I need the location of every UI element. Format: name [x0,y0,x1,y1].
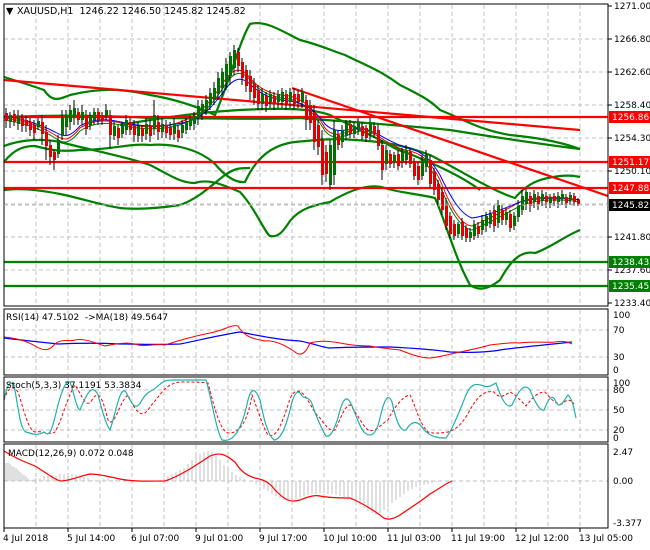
rsi-title: RSI(14) 47.5102 ->MA(18) 49.5647 [6,313,168,323]
lower-trendline [291,86,609,198]
time-label: 11 Jul 19:00 [451,534,505,544]
svg-text:20: 20 [613,426,625,436]
time-label: 13 Jul 05:00 [579,534,633,544]
rsi-ma-line [3,331,573,353]
time-axis[interactable]: 4 Jul 2018 5 Jul 14:00 6 Jul 07:00 9 Jul… [3,528,633,544]
price-grid [4,5,608,305]
time-label: 9 Jul 17:00 [259,534,308,544]
rsi-line [3,325,573,359]
time-label: 5 Jul 14:00 [67,534,116,544]
price-tag-support-1: 1238.43 [609,256,650,268]
macd-panel-border [3,443,609,529]
price-tick: 1262.60 [614,68,650,78]
svg-text:100: 100 [613,311,630,321]
price-tick: 1254.30 [614,134,650,144]
svg-text:100: 100 [613,379,630,389]
time-label: 4 Jul 2018 [3,534,48,544]
time-label: 6 Jul 07:00 [131,534,180,544]
trendlines [3,78,609,198]
time-label: 11 Jul 03:00 [387,534,441,544]
svg-text:1251.17: 1251.17 [612,158,649,168]
chart-title: XAUUSD,H1 1246.22 1246.50 1245.82 1245.8… [17,6,246,17]
svg-text:0: 0 [613,366,619,376]
svg-text:1238.43: 1238.43 [612,258,649,268]
support-levels [4,260,608,288]
bollinger-bands-outer [3,22,581,290]
macd-title: MACD(12,26,9) 0.072 0.048 [8,449,134,459]
stochastic-panel[interactable]: Stoch(5,3,3) 37.1191 53.3834 [3,376,609,443]
rsi-axis: 100 70 30 0 [613,311,630,376]
svg-text:0.00: 0.00 [613,477,633,487]
price-tag-resistance-2: 1251.17 [609,156,650,168]
price-tick: 1233.40 [614,299,650,309]
price-tick: 1241.80 [614,233,650,243]
price-axis[interactable]: 1271.00 1266.80 1262.60 1258.40 1254.30 … [608,2,650,309]
macd-signal-line [3,450,453,520]
svg-text:-3.377: -3.377 [613,519,642,529]
price-panel-border [3,3,609,307]
stoch-main-line [3,379,577,442]
price-tick: 1237.60 [614,266,650,276]
price-tag-resistance-1: 1256.86 [609,111,650,123]
svg-text:2.47: 2.47 [613,448,633,458]
macd-axis: 2.47 0.00 -3.377 [613,448,642,529]
rsi-panel-border [3,308,609,376]
svg-text:1247.88: 1247.88 [612,184,649,194]
price-tag-support-2: 1235.45 [609,280,650,292]
time-label: 10 Jul 10:00 [323,534,377,544]
stoch-grid [4,378,608,441]
time-label: 9 Jul 01:00 [195,534,244,544]
symbol-dropdown-icon[interactable]: ▼ [6,6,14,17]
price-tick: 1250.10 [614,167,650,177]
time-label: 12 Jul 12:00 [515,534,569,544]
svg-text:1245.82: 1245.82 [612,201,649,211]
svg-text:50: 50 [613,406,625,416]
svg-text:70: 70 [613,326,625,336]
price-tick: 1271.00 [614,2,650,12]
stoch-signal-line [3,381,575,437]
price-tick: 1258.40 [614,101,650,111]
price-panel[interactable]: ▼ XAUUSD,H1 1246.22 1246.50 1245.82 1245… [3,3,609,307]
candlesticks[interactable] [5,45,580,242]
upper-trendline [3,78,581,132]
stoch-title: Stoch(5,3,3) 37.1191 53.3834 [6,381,142,391]
svg-text:0: 0 [613,434,619,444]
rsi-panel[interactable]: RSI(14) 47.5102 ->MA(18) 49.5647 [3,308,609,376]
price-tick: 1266.80 [614,35,650,45]
svg-text:30: 30 [613,353,625,363]
stoch-axis: 100 80 50 20 0 [613,379,630,444]
price-tag-resistance-3: 1247.88 [609,182,650,194]
svg-text:1235.45: 1235.45 [612,282,649,292]
macd-panel[interactable]: MACD(12,26,9) 0.072 0.048 [3,443,609,529]
stoch-panel-border [3,376,609,443]
svg-text:1256.86: 1256.86 [612,113,649,123]
macd-histogram [5,451,437,515]
svg-text:80: 80 [613,386,625,396]
price-tag-current: 1245.82 [609,199,650,211]
macd-grid [4,445,608,527]
